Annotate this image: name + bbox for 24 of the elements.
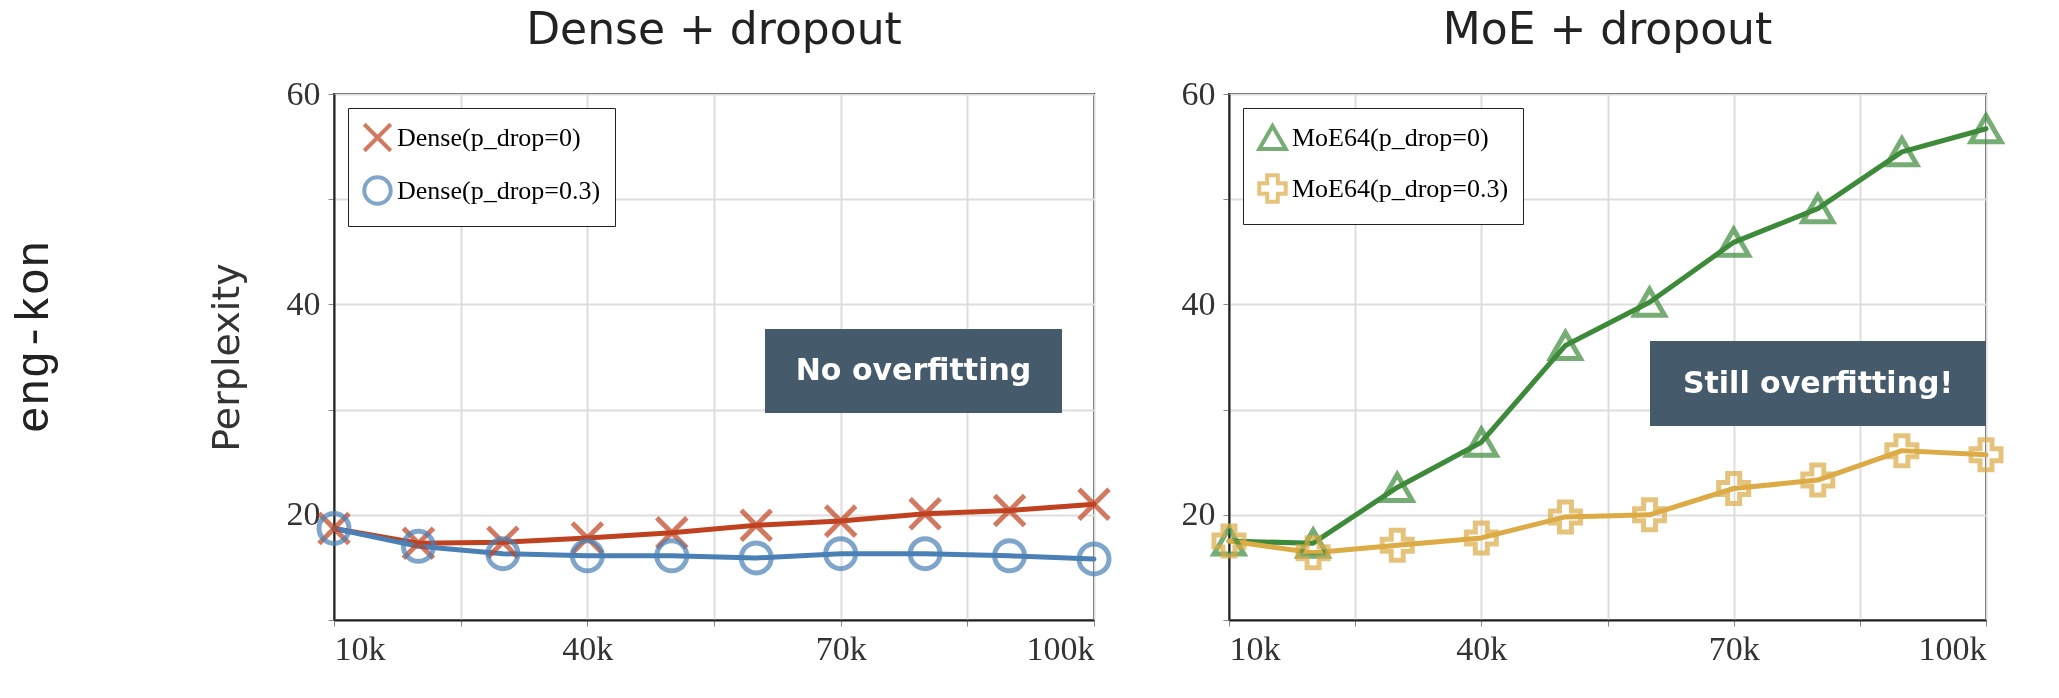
x-tick-label: 70k [815, 629, 867, 667]
y-tick-label: 60 [1181, 74, 1216, 112]
chart-title: MoE + dropout [1442, 3, 1773, 54]
x-tick-label: 40k [562, 629, 614, 667]
legend-label: Dense(p_drop=0.3) [397, 175, 601, 205]
y-tick-label: 40 [1181, 284, 1216, 322]
legend-label: MoE64(p_drop=0.3) [1292, 173, 1509, 203]
text: eng-kon [10, 240, 62, 434]
y-axis-title: Perplexity [203, 263, 248, 452]
x-tick-label: 10k [334, 629, 386, 667]
x-tick-label: 100k [1026, 629, 1095, 667]
y-tick-label: 60 [286, 74, 321, 112]
chart-title: Dense + dropout [526, 3, 902, 54]
x-tick-label: 100k [1918, 629, 1987, 667]
y-tick-label: 20 [286, 495, 321, 533]
y-tick-label: 40 [286, 284, 321, 322]
x-tick-label: 10k [1229, 629, 1281, 667]
x-tick-label: 40k [1456, 629, 1508, 667]
annotation: No overfitting [795, 352, 1032, 387]
legend-label: Dense(p_drop=0) [397, 122, 581, 152]
annotation: Still overfitting! [1682, 364, 1954, 400]
y-tick-label: 20 [1181, 495, 1216, 533]
x-tick-label: 70k [1708, 629, 1760, 667]
legend-label: MoE64(p_drop=0) [1292, 122, 1489, 152]
